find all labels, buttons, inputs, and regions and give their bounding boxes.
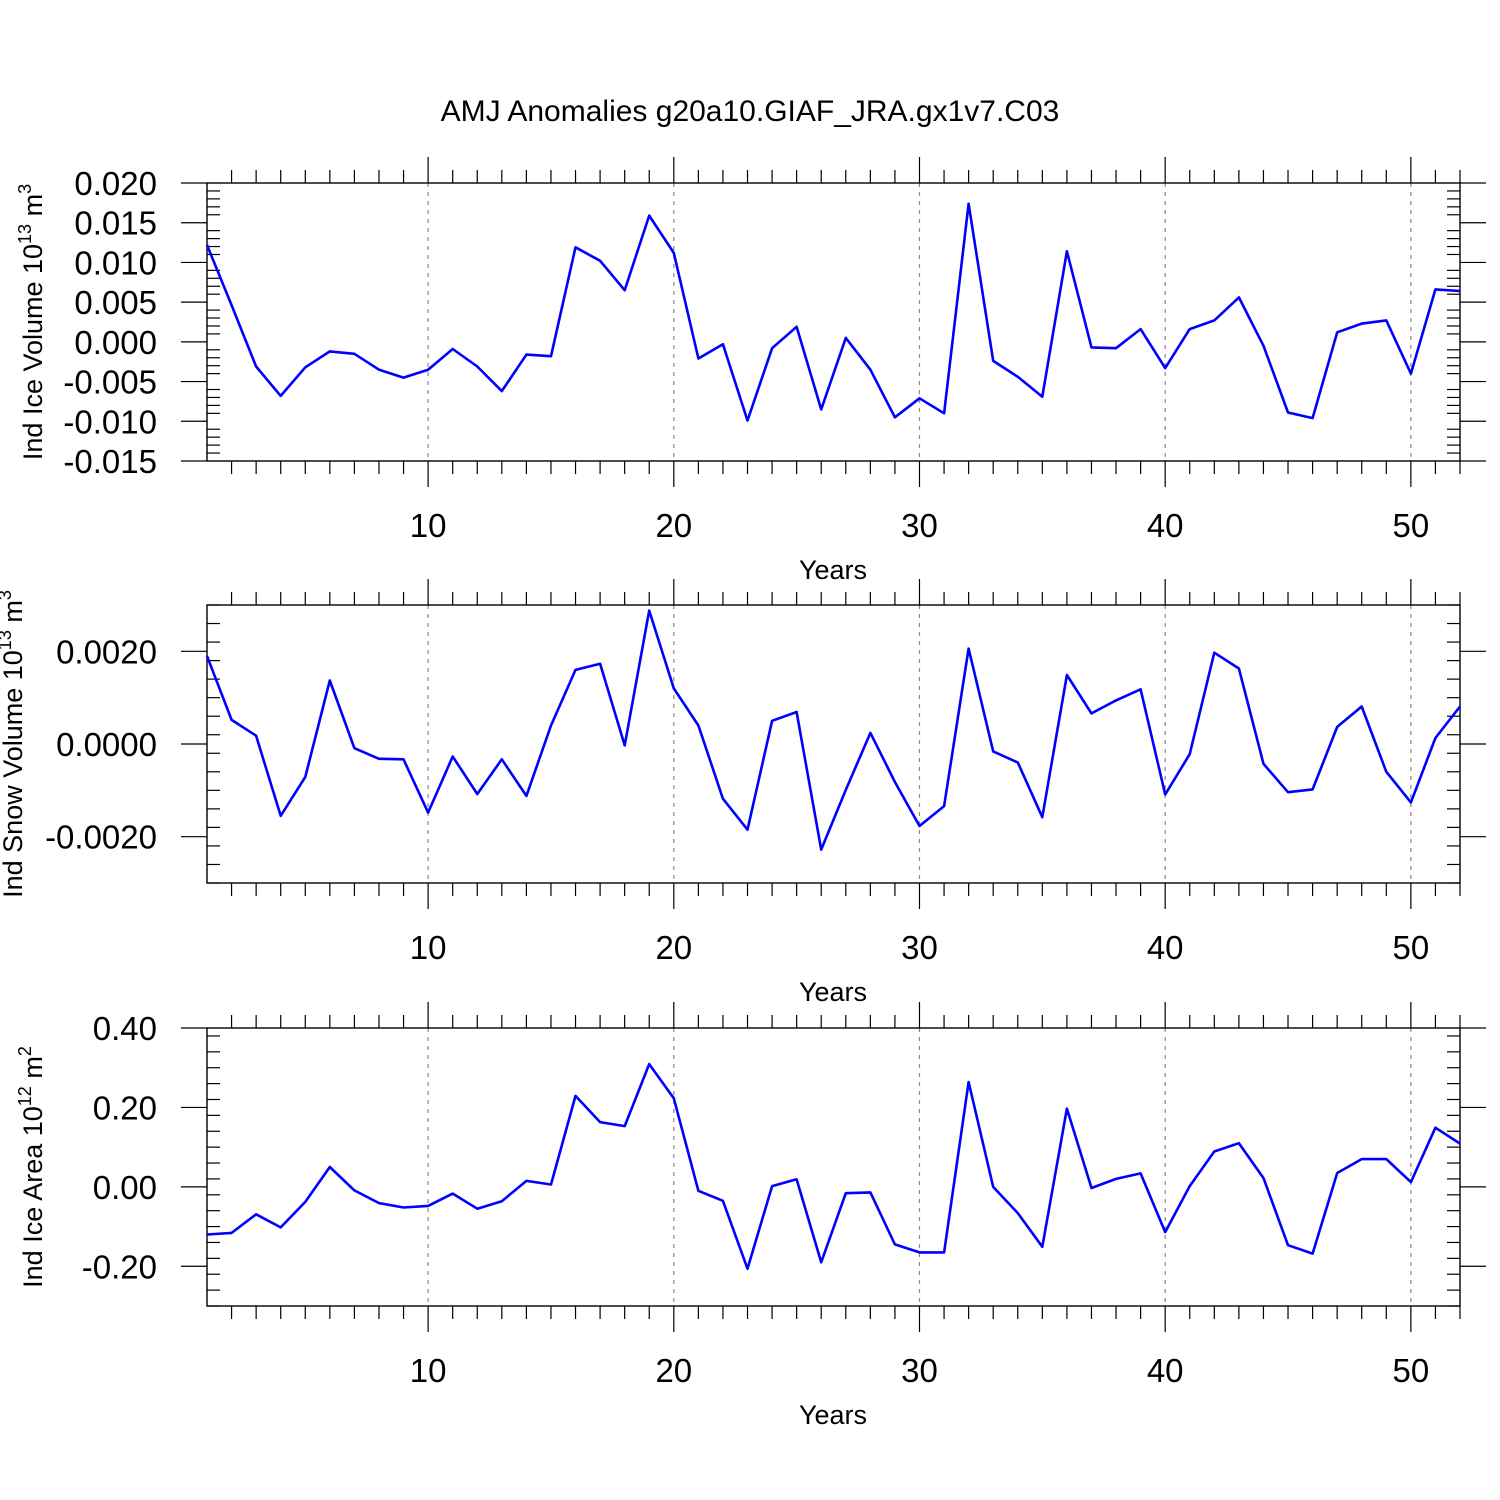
x-tick-label: 50 <box>1393 507 1430 544</box>
x-tick-label: 50 <box>1393 929 1430 966</box>
y-axis-label-unit: m <box>0 600 28 630</box>
x-tick-label: 10 <box>410 507 447 544</box>
panel-2: 10 20 30 40 50 0.0020 0.0000 -0.0020 Years Ind Sn… <box>0 579 1486 1007</box>
y-tick-label: 0.0000 <box>56 726 157 763</box>
x-tick-label: 30 <box>901 929 938 966</box>
x-tick-label: 10 <box>410 929 447 966</box>
y-axis-label-exponent: 13 <box>0 630 15 650</box>
y-axis-label: Ind Snow Volume 1013 m3 <box>0 590 28 898</box>
y-axis-label-text: Ind Snow Volume 10 <box>0 650 28 898</box>
data-series-line <box>206 1062 1461 1270</box>
x-tick-label: 40 <box>1147 507 1184 544</box>
y-axis-label: Ind Ice Area 1012 m2 <box>15 1046 48 1288</box>
x-tick-label: 20 <box>655 929 692 966</box>
y-axis-label-unit-exponent: 2 <box>15 1046 35 1056</box>
y-tick-label: 0.0020 <box>56 633 157 670</box>
y-axis-label-unit: m <box>18 1056 48 1086</box>
y-axis-label: Ind Ice Volume 1013 m3 <box>15 184 48 460</box>
y-tick-label: -0.005 <box>63 364 157 401</box>
x-tick-label: 50 <box>1393 1352 1430 1389</box>
plot-frame <box>206 182 1461 462</box>
x-tick-label: 10 <box>410 1352 447 1389</box>
y-tick-label: -0.015 <box>63 443 157 480</box>
x-tick-label: 20 <box>655 1352 692 1389</box>
y-axis-label-exponent: 13 <box>15 224 35 244</box>
y-tick-label: 0.20 <box>93 1089 157 1126</box>
plot-frame <box>206 1027 1461 1307</box>
x-axis-label: Years <box>799 1400 867 1430</box>
y-tick-label: -0.010 <box>63 403 157 440</box>
y-tick-label: 0.000 <box>74 324 157 361</box>
y-tick-label: 0.010 <box>74 244 157 281</box>
y-tick-label: -0.0020 <box>45 819 157 856</box>
y-tick-label: 0.015 <box>74 205 157 242</box>
y-tick-label: -0.20 <box>82 1248 157 1285</box>
y-axis-label-unit-exponent: 3 <box>0 590 15 600</box>
panel-1: 10 20 30 40 50 0.0200.0150.0100.0050.000-0.00… <box>15 157 1486 585</box>
y-axis-label-text: Ind Ice Area 10 <box>18 1106 48 1288</box>
plot-frame <box>206 604 1461 884</box>
x-tick-label: 40 <box>1147 929 1184 966</box>
y-axis-label-exponent: 12 <box>15 1086 35 1106</box>
y-tick-label: 0.00 <box>93 1169 157 1206</box>
x-tick-label: 30 <box>901 507 938 544</box>
y-axis-label-text: Ind Ice Volume 10 <box>18 244 48 460</box>
y-axis-label-unit-exponent: 3 <box>15 184 35 194</box>
panel-3: 10 20 30 40 50 0.40 0.20 0.00 -0.20 Years Ind Ice … <box>15 1002 1486 1430</box>
data-series-line <box>205 609 1462 851</box>
x-tick-label: 30 <box>901 1352 938 1389</box>
y-tick-label: 0.005 <box>74 284 157 321</box>
x-tick-label: 40 <box>1147 1352 1184 1389</box>
y-axis-label-unit: m <box>18 194 48 224</box>
x-axis-label: Years <box>799 977 867 1007</box>
x-axis-label: Years <box>799 555 867 585</box>
y-tick-label: 0.020 <box>74 165 157 202</box>
x-tick-label: 20 <box>655 507 692 544</box>
data-series-line <box>205 202 1461 422</box>
y-tick-label: 0.40 <box>93 1010 157 1047</box>
chart-title: AMJ Anomalies g20a10.GIAF_JRA.gx1v7.C03 <box>441 95 1060 128</box>
